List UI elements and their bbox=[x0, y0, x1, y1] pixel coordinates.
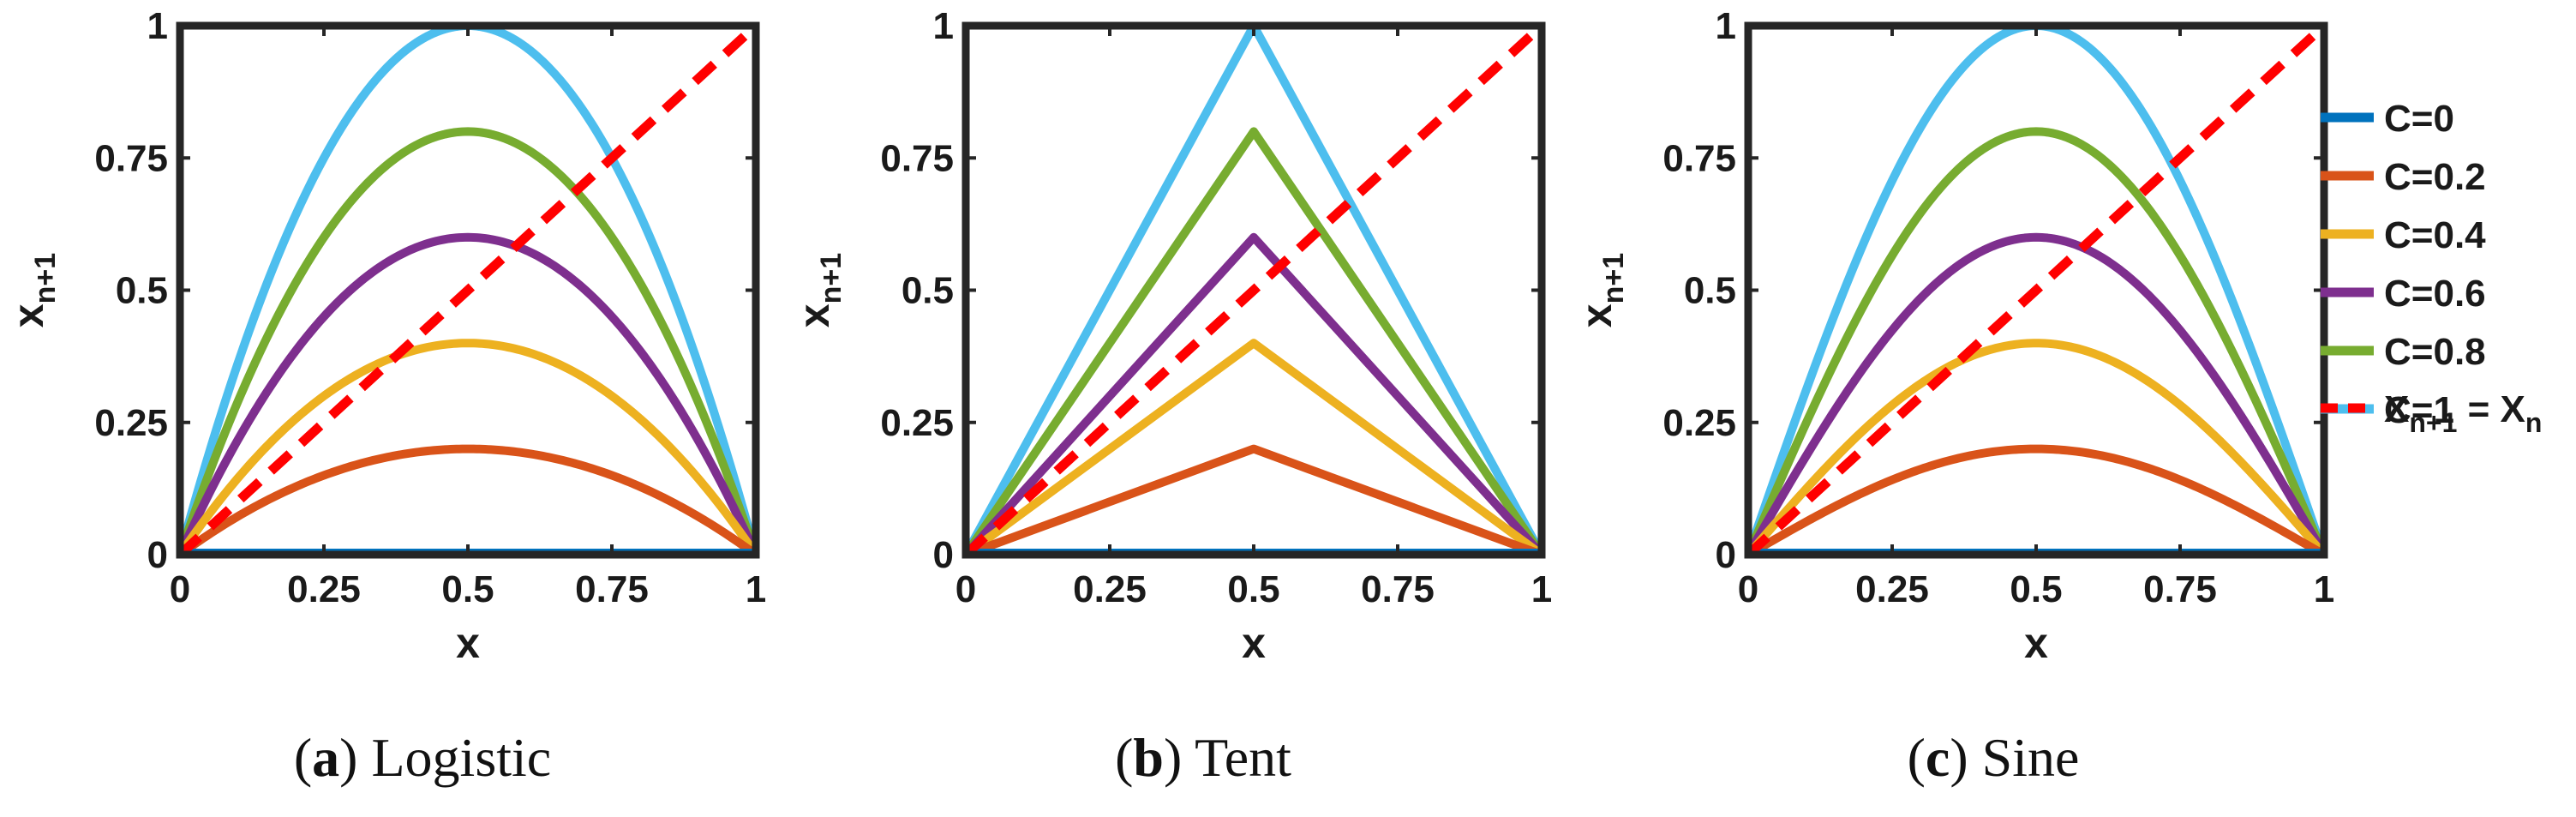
y-tick-label: 0.25 bbox=[94, 402, 168, 444]
legend: C=0 C=0.2 C=0.4 C=0.6 C=0.8 C=1 Xn+1 = Xn bbox=[2321, 98, 2542, 438]
diagonal-line bbox=[1748, 26, 2324, 555]
y-tick-label: 0.75 bbox=[94, 137, 168, 179]
plot-lines bbox=[966, 26, 1542, 555]
y-tick-label: 0 bbox=[147, 534, 168, 576]
series-line-c-0-2 bbox=[966, 444, 1542, 555]
y-tick-label: 0.5 bbox=[1684, 270, 1736, 312]
series-line-c-1 bbox=[180, 26, 756, 555]
y-tick-label: 0 bbox=[1716, 534, 1736, 576]
series-line-c-0-4 bbox=[180, 339, 756, 555]
x-tick-label: 0.75 bbox=[2143, 568, 2217, 610]
x-tick-label: 0.75 bbox=[1361, 568, 1435, 610]
series-line-c-0-8 bbox=[1748, 127, 2324, 555]
panel-logistic: 0 0.25 0.5 0.75 1 0 0.25 0.5 0.75 1 x xn+1 (a) Logis… bbox=[4, 5, 766, 788]
panel-caption: (c) Sine bbox=[1908, 727, 2080, 788]
x-axis-label: x bbox=[456, 619, 480, 667]
y-tick-label: 0.75 bbox=[1662, 137, 1736, 179]
legend-label: C=1 bbox=[2384, 389, 2454, 431]
diagonal-line bbox=[180, 26, 756, 555]
x-tick-label: 0.25 bbox=[1073, 568, 1147, 610]
legend-label: C=0.8 bbox=[2384, 331, 2486, 373]
series-line-c-0-2 bbox=[180, 444, 756, 555]
series-line-c-1 bbox=[1748, 26, 2324, 555]
legend-entry: C=0.4 bbox=[2321, 214, 2486, 256]
x-tick-label: 0.25 bbox=[287, 568, 361, 610]
y-tick-label: 0 bbox=[933, 534, 954, 576]
plot-lines bbox=[180, 26, 756, 555]
legend-label: C=0.2 bbox=[2384, 156, 2486, 198]
legend-entry: C=0.2 bbox=[2321, 156, 2486, 198]
y-tick-label: 1 bbox=[1716, 5, 1736, 47]
y-tick-label: 0.25 bbox=[880, 402, 954, 444]
series-line-c-0-4 bbox=[1748, 339, 2324, 555]
x-tick-label: 0.5 bbox=[441, 568, 494, 610]
panel-caption: (b) Tent bbox=[1115, 727, 1291, 788]
y-tick-label: 0.5 bbox=[902, 270, 954, 312]
y-tick-label: 1 bbox=[147, 5, 168, 47]
plot-lines bbox=[1748, 26, 2324, 555]
series-line-c-0-6 bbox=[1748, 232, 2324, 555]
y-axis-label: xn+1 bbox=[790, 253, 848, 327]
series-line-c-0-4 bbox=[966, 339, 1542, 555]
y-tick-label: 0.5 bbox=[116, 270, 168, 312]
x-tick-label: 0 bbox=[1738, 568, 1758, 610]
y-axis-label: xn+1 bbox=[1573, 253, 1630, 327]
x-axis-label: x bbox=[1242, 619, 1266, 667]
series-line-c-0-8 bbox=[966, 127, 1542, 555]
legend-label: C=0.4 bbox=[2384, 214, 2486, 256]
x-tick-label: 0.5 bbox=[2010, 568, 2062, 610]
x-axis-label: x bbox=[2024, 619, 2048, 667]
legend-entry: C=0.6 bbox=[2321, 273, 2486, 315]
x-tick-label: 0.25 bbox=[1855, 568, 1929, 610]
x-tick-label: 1 bbox=[746, 568, 766, 610]
diagonal-line bbox=[966, 26, 1542, 555]
y-tick-label: 0.25 bbox=[1662, 402, 1736, 444]
panel-sine: 0 0.25 0.5 0.75 1 0 0.25 0.5 0.75 1 x xn+1 (c) Sine bbox=[1573, 5, 2334, 788]
legend-entry: C=0 bbox=[2321, 98, 2454, 140]
y-axis-label: xn+1 bbox=[4, 253, 62, 327]
x-tick-label: 0 bbox=[170, 568, 190, 610]
y-tick-label: 1 bbox=[933, 5, 954, 47]
panel-tent: 0 0.25 0.5 0.75 1 0 0.25 0.5 0.75 1 x xn+1 (b) Tent bbox=[790, 5, 1552, 788]
panel-caption: (a) Logistic bbox=[294, 727, 551, 788]
x-tick-label: 0 bbox=[956, 568, 976, 610]
x-tick-label: 0.5 bbox=[1227, 568, 1279, 610]
series-line-c-1 bbox=[966, 26, 1542, 555]
legend-label-diagonal: Xn+1 = Xn bbox=[2384, 388, 2542, 438]
x-tick-label: 1 bbox=[2314, 568, 2334, 610]
legend-entry: C=0.8 bbox=[2321, 331, 2486, 373]
legend-entry-diagonal: Xn+1 = Xn bbox=[2321, 388, 2542, 438]
series-line-c-0-6 bbox=[180, 232, 756, 555]
legend-label: C=0 bbox=[2384, 98, 2454, 140]
series-line-c-0-2 bbox=[1748, 444, 2324, 555]
x-tick-label: 0.75 bbox=[575, 568, 649, 610]
series-line-c-0-6 bbox=[966, 232, 1542, 555]
series-line-c-0-8 bbox=[180, 127, 756, 555]
legend-label: C=0.6 bbox=[2384, 273, 2486, 315]
x-tick-label: 1 bbox=[1531, 568, 1552, 610]
y-tick-label: 0.75 bbox=[880, 137, 954, 179]
